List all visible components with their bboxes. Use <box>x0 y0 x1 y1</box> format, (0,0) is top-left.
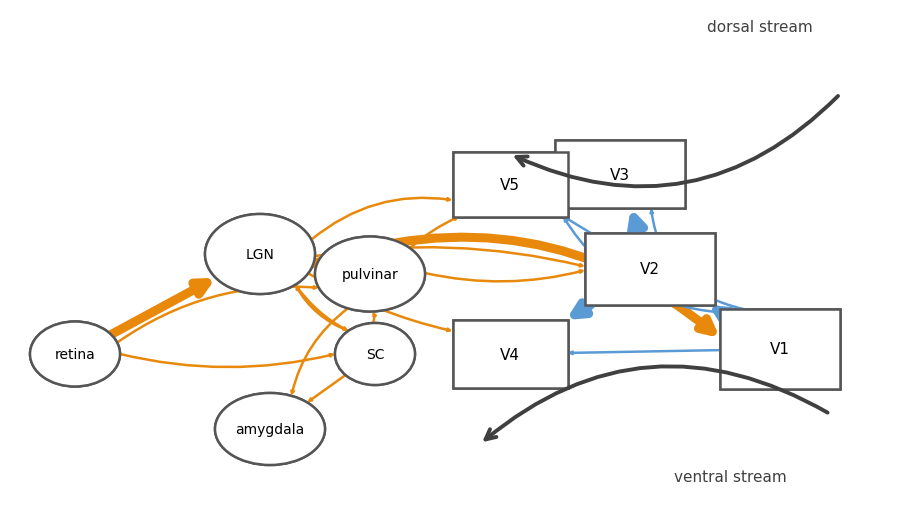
FancyArrowPatch shape <box>311 198 450 240</box>
Text: amygdala: amygdala <box>236 422 305 436</box>
FancyArrowPatch shape <box>117 287 316 343</box>
Ellipse shape <box>30 322 120 387</box>
Text: pulvinar: pulvinar <box>342 268 398 281</box>
Bar <box>720 310 840 389</box>
FancyArrowPatch shape <box>565 220 720 313</box>
Ellipse shape <box>335 323 415 385</box>
Text: dorsal stream: dorsal stream <box>708 21 813 35</box>
Ellipse shape <box>215 393 325 465</box>
Text: SC: SC <box>366 347 384 361</box>
Text: V3: V3 <box>610 167 630 182</box>
Ellipse shape <box>315 237 425 312</box>
Text: V5: V5 <box>500 177 520 192</box>
FancyArrowPatch shape <box>111 283 207 335</box>
Text: V4: V4 <box>500 347 520 362</box>
Bar <box>452 320 567 388</box>
FancyArrowPatch shape <box>651 212 743 310</box>
Text: ventral stream: ventral stream <box>673 470 787 484</box>
Text: V2: V2 <box>640 262 660 277</box>
Bar <box>555 141 685 209</box>
FancyArrowPatch shape <box>373 314 376 323</box>
Text: amygdala: amygdala <box>236 422 305 436</box>
Text: retina: retina <box>55 347 95 361</box>
FancyArrowPatch shape <box>309 375 345 401</box>
FancyArrowPatch shape <box>314 238 712 332</box>
Ellipse shape <box>205 215 315 294</box>
Text: retina: retina <box>55 347 95 361</box>
FancyArrowPatch shape <box>574 303 591 315</box>
FancyArrowPatch shape <box>295 285 346 330</box>
Bar <box>452 320 567 388</box>
Bar <box>555 141 685 209</box>
Bar <box>452 152 567 217</box>
Ellipse shape <box>205 215 315 294</box>
FancyArrowPatch shape <box>315 248 583 267</box>
Text: V1: V1 <box>770 342 790 357</box>
FancyArrowPatch shape <box>565 219 591 233</box>
Text: V2: V2 <box>640 262 660 277</box>
Bar <box>720 310 840 389</box>
Bar <box>585 233 715 306</box>
FancyArrowPatch shape <box>291 309 348 393</box>
Text: pulvinar: pulvinar <box>342 268 398 281</box>
FancyArrowPatch shape <box>570 350 720 355</box>
Text: V4: V4 <box>500 347 520 362</box>
FancyArrowPatch shape <box>717 310 731 323</box>
FancyArrowPatch shape <box>632 218 644 233</box>
Bar <box>585 233 715 306</box>
Bar <box>452 152 567 217</box>
FancyArrowPatch shape <box>410 218 457 249</box>
Ellipse shape <box>215 393 325 465</box>
FancyArrowPatch shape <box>544 175 559 188</box>
Text: V1: V1 <box>770 342 790 357</box>
FancyArrowPatch shape <box>425 271 583 282</box>
Text: LGN: LGN <box>245 247 274 262</box>
Text: LGN: LGN <box>245 247 274 262</box>
Text: V3: V3 <box>610 167 630 182</box>
Text: SC: SC <box>366 347 384 361</box>
Ellipse shape <box>315 237 425 312</box>
Ellipse shape <box>30 322 120 387</box>
FancyArrowPatch shape <box>120 355 333 367</box>
Ellipse shape <box>335 323 415 385</box>
FancyArrowPatch shape <box>308 274 450 331</box>
FancyArrowPatch shape <box>297 287 349 331</box>
Text: V5: V5 <box>500 177 520 192</box>
